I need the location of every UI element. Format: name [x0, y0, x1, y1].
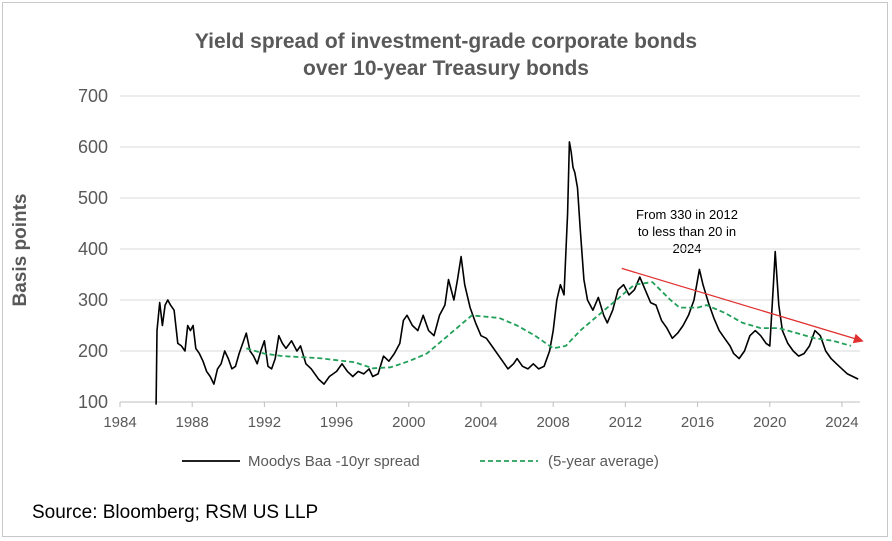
x-tick-label: 2008 — [536, 414, 569, 431]
legend-label: (5-year average) — [548, 453, 659, 470]
x-tick-label: 2012 — [609, 414, 642, 431]
series-layer — [155, 141, 859, 405]
y-tick-label: 100 — [78, 392, 108, 412]
x-tick-label: 1992 — [248, 414, 281, 431]
series-line-baa-spread — [155, 141, 859, 405]
chart-title: Yield spread of investment-grade corpora… — [0, 28, 892, 82]
x-tick-label: 2024 — [825, 414, 858, 431]
legend: Moodys Baa -10yr spread (5-year average) — [182, 453, 659, 470]
gridlines — [119, 95, 860, 407]
source-note: Source: Bloomberg; RSM US LLP — [32, 502, 319, 523]
legend-label: Moodys Baa -10yr spread — [248, 453, 420, 470]
y-tick-label: 200 — [78, 341, 108, 361]
y-tick-label: 700 — [78, 86, 108, 106]
x-tick-label: 2020 — [753, 414, 786, 431]
series-line-5yr-average — [246, 281, 852, 370]
x-tick-label: 1996 — [320, 414, 353, 431]
y-tick-label: 600 — [78, 137, 108, 157]
chart-title-line-1: Yield spread of investment-grade corpora… — [194, 30, 698, 53]
y-tick-label: 300 — [78, 290, 108, 310]
trend-arrow — [621, 267, 864, 344]
x-tick-label: 2004 — [464, 414, 497, 431]
annotation-line-2: to less than 20 in — [637, 224, 737, 239]
y-tick-label: 400 — [78, 239, 108, 259]
y-tick-label: 500 — [78, 188, 108, 208]
y-tick-labels: 100 200 300 400 500 600 700 — [78, 86, 108, 412]
trend-arrow-layer — [621, 267, 864, 344]
x-tick-label: 2016 — [681, 414, 714, 431]
x-tick-label: 1984 — [103, 414, 136, 431]
x-tick-label: 1988 — [176, 414, 209, 431]
annotation-line-1: From 330 in 2012 — [636, 207, 738, 222]
x-tick-labels: 1984 1988 1992 1996 2000 2004 2008 2012 2016 2020… — [103, 414, 858, 431]
x-tick-label: 2000 — [392, 414, 425, 431]
chart-title-line-2: over 10-year Treasury bonds — [303, 57, 589, 80]
